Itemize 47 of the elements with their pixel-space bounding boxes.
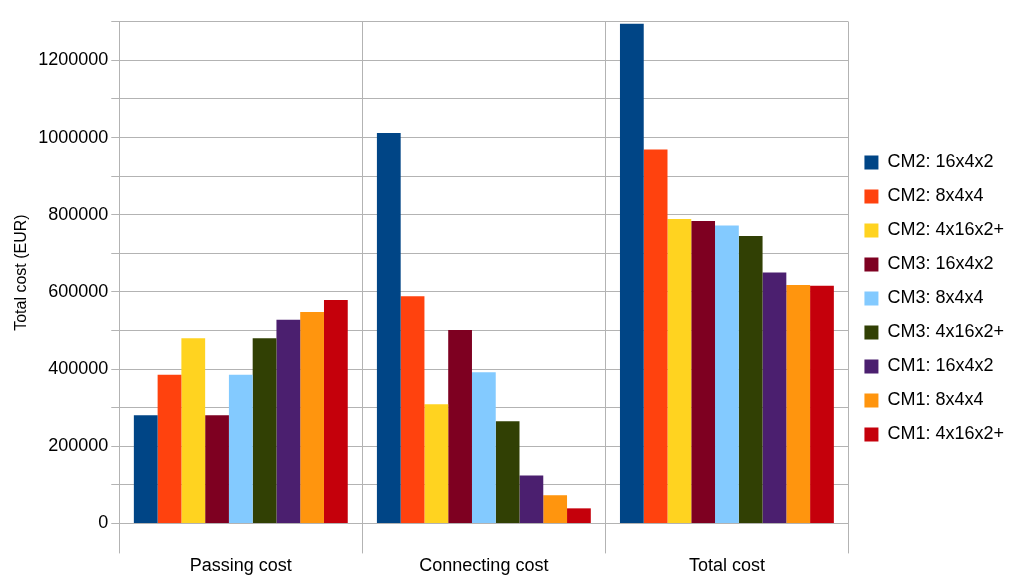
legend-label: CM2: 8x4x4 bbox=[887, 185, 984, 206]
legend-label: CM3: 8x4x4 bbox=[887, 287, 984, 308]
bar bbox=[400, 296, 425, 523]
bar bbox=[643, 149, 668, 523]
bar bbox=[667, 218, 692, 523]
legend-label: CM1: 4x16x2+ bbox=[887, 423, 1004, 444]
bar bbox=[133, 415, 158, 523]
y-tick-label: 600000 bbox=[48, 280, 109, 301]
legend-label: CM2: 16x4x2 bbox=[887, 151, 994, 172]
y-tick-label: 200000 bbox=[48, 435, 109, 456]
bar bbox=[691, 220, 716, 523]
bar bbox=[619, 23, 644, 523]
bar bbox=[300, 311, 324, 523]
y-tick-label: 800000 bbox=[48, 203, 109, 224]
y-tick-label: 0 bbox=[98, 512, 109, 533]
legend-label: CM1: 8x4x4 bbox=[887, 389, 984, 410]
bar bbox=[715, 225, 739, 523]
x-tick-label: Connecting cost bbox=[419, 555, 549, 576]
y-axis-title: Total cost (EUR) bbox=[12, 214, 30, 331]
bar bbox=[738, 235, 763, 523]
bar bbox=[181, 338, 206, 523]
legend-label: CM3: 4x16x2+ bbox=[887, 321, 1004, 342]
bar bbox=[448, 330, 472, 523]
bar bbox=[543, 495, 568, 523]
bar bbox=[762, 272, 787, 523]
bar bbox=[252, 338, 277, 523]
bar bbox=[276, 319, 301, 523]
y-tick-label: 1200000 bbox=[38, 49, 109, 70]
legend-label: CM2: 4x16x2+ bbox=[887, 219, 1004, 240]
bar bbox=[157, 374, 182, 523]
bar bbox=[424, 404, 449, 523]
bar bbox=[567, 508, 591, 523]
x-tick-label: Passing cost bbox=[189, 555, 292, 576]
legend-label: CM1: 16x4x2 bbox=[887, 355, 994, 376]
x-tick-label: Total cost bbox=[688, 555, 765, 576]
y-tick-label: 400000 bbox=[48, 358, 109, 379]
bar bbox=[205, 415, 229, 523]
bar bbox=[786, 284, 811, 523]
bar bbox=[471, 372, 496, 523]
bar bbox=[376, 132, 401, 523]
bar bbox=[519, 475, 544, 523]
bar bbox=[495, 421, 520, 523]
y-tick-label: 1000000 bbox=[38, 126, 109, 147]
bar bbox=[323, 300, 348, 523]
bar bbox=[228, 374, 253, 523]
bar bbox=[810, 285, 834, 523]
legend-label: CM3: 16x4x2 bbox=[887, 253, 994, 274]
